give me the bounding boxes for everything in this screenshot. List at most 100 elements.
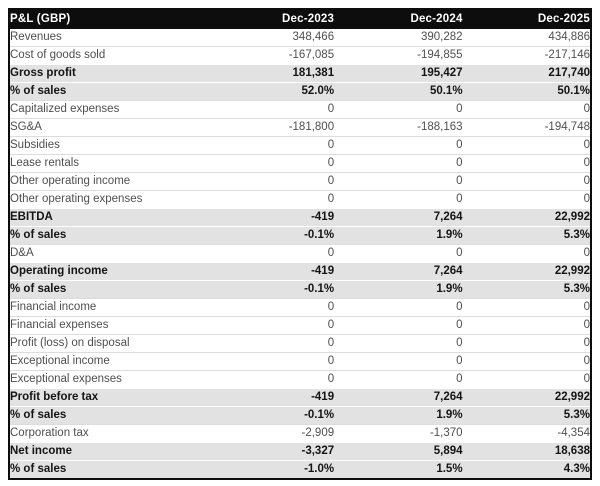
row-label: Profit (loss) on disposal [9,334,206,353]
row-value: -1,370 [334,424,463,443]
row-value: -419 [205,208,335,227]
row-value: -3,327 [205,442,335,461]
header-dec-2023: Dec-2023 [205,9,335,29]
row-value: 0 [462,154,591,173]
row-value: 1.9% [334,226,463,245]
table-row: Lease rentals 0 0 0 [9,154,591,173]
row-label: Subsidies [9,136,206,155]
row-label: Exceptional income [9,352,206,371]
table-row: Profit before tax -419 7,264 22,992 [9,388,591,407]
table-row: D&A 0 0 0 [9,244,591,263]
table-row: Net income -3,327 5,894 18,638 [9,442,591,461]
row-value: 7,264 [334,208,463,227]
row-label: % of sales [9,226,206,245]
row-value: 195,427 [334,64,463,83]
row-label: Cost of goods sold [9,46,206,65]
row-label: EBITDA [9,208,206,227]
header-dec-2024: Dec-2024 [334,9,463,29]
table-row: Cost of goods sold -167,085 -194,855 -217,1… [9,46,591,65]
row-value: 0 [205,334,335,353]
row-value: 0 [205,370,335,389]
row-value: 1.5% [334,460,463,479]
row-value: 1.9% [334,280,463,299]
row-value: 181,381 [205,64,335,83]
header-dec-2025: Dec-2025 [462,9,591,29]
row-value: 5,894 [334,442,463,461]
row-value: 5.3% [462,226,591,245]
table-row: Other operating income 0 0 0 [9,172,591,191]
table-row: Subsidies 0 0 0 [9,136,591,155]
pnl-table: P&L (GBP) Dec-2023 Dec-2024 Dec-2025 Rev… [8,8,592,480]
row-value: 7,264 [334,388,463,407]
row-value: 0 [462,352,591,371]
row-label: Other operating expenses [9,190,206,209]
row-value: -194,748 [462,118,591,137]
row-value: 22,992 [462,388,591,407]
row-value: 4.3% [462,460,591,479]
row-value: 0 [334,316,463,335]
table-body: Revenues 348,466 390,282 434,886 Cost of goo… [9,29,591,479]
row-value: 0 [334,352,463,371]
row-value: 0 [205,352,335,371]
table-row: % of sales -0.1% 1.9% 5.3% [9,280,591,299]
row-value: -217,146 [462,46,591,65]
row-value: 1.9% [334,406,463,425]
row-label: Exceptional expenses [9,370,206,389]
row-label: % of sales [9,460,206,479]
table-row: Financial income 0 0 0 [9,298,591,317]
row-label: Gross profit [9,64,206,83]
row-value: -0.1% [205,406,335,425]
row-label: Profit before tax [9,388,206,407]
row-value: -0.1% [205,226,335,245]
row-label: D&A [9,244,206,263]
table-row: % of sales -0.1% 1.9% 5.3% [9,226,591,245]
row-value: 0 [334,370,463,389]
table-row: Financial expenses 0 0 0 [9,316,591,335]
table-row: Operating income -419 7,264 22,992 [9,262,591,281]
row-value: 50.1% [462,82,591,101]
row-value: 0 [205,316,335,335]
row-label: % of sales [9,280,206,299]
table-row: % of sales -0.1% 1.9% 5.3% [9,406,591,425]
table-row: Gross profit 181,381 195,427 217,740 [9,64,591,83]
row-value: -167,085 [205,46,335,65]
row-value: 0 [462,172,591,191]
row-value: 22,992 [462,208,591,227]
row-value: 0 [205,136,335,155]
table-row: Capitalized expenses 0 0 0 [9,100,591,119]
row-value: 52.0% [205,82,335,101]
table-row: Exceptional expenses 0 0 0 [9,370,591,389]
row-value: 0 [205,190,335,209]
row-value: 0 [334,298,463,317]
row-value: 217,740 [462,64,591,83]
row-label: Corporation tax [9,424,206,443]
row-label: Financial expenses [9,316,206,335]
row-value: 0 [334,334,463,353]
table-row: Other operating expenses 0 0 0 [9,190,591,209]
row-label: Financial income [9,298,206,317]
row-value: 5.3% [462,280,591,299]
table-row: EBITDA -419 7,264 22,992 [9,208,591,227]
table-row: Revenues 348,466 390,282 434,886 [9,29,591,47]
row-value: 18,638 [462,442,591,461]
row-value: -4,354 [462,424,591,443]
row-label: Other operating income [9,172,206,191]
table-row: SG&A -181,800 -188,163 -194,748 [9,118,591,137]
header-pnl-gbp: P&L (GBP) [9,9,206,29]
row-label: Net income [9,442,206,461]
row-label: SG&A [9,118,206,137]
row-value: 434,886 [462,29,591,47]
row-value: -2,909 [205,424,335,443]
row-label: Lease rentals [9,154,206,173]
row-value: 0 [205,244,335,263]
table-row: Profit (loss) on disposal 0 0 0 [9,334,591,353]
row-value: 50.1% [334,82,463,101]
row-value: 0 [334,154,463,173]
row-value: 0 [462,136,591,155]
row-value: -194,855 [334,46,463,65]
table-row: Exceptional income 0 0 0 [9,352,591,371]
row-label: Capitalized expenses [9,100,206,119]
row-value: 0 [205,298,335,317]
row-value: 0 [462,370,591,389]
